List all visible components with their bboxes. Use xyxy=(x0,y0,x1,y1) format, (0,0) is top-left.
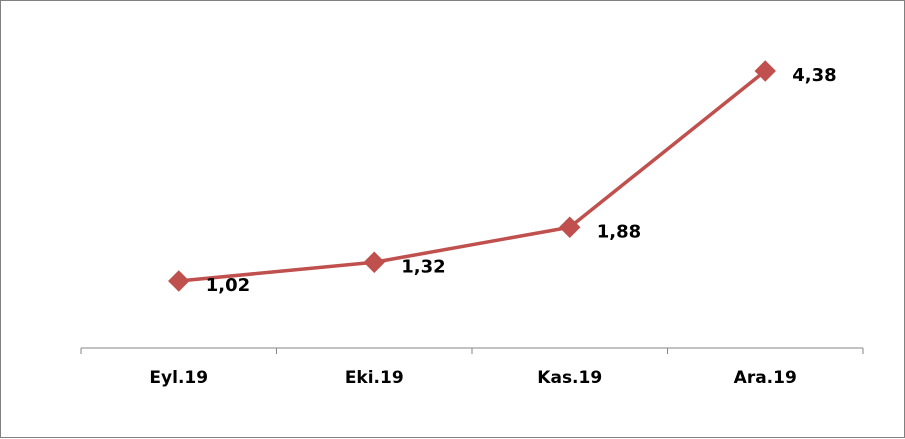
series-line xyxy=(177,69,767,283)
x-axis: Eyl.19 Eki.19 Kas.19 Ara.19 xyxy=(80,347,864,388)
data-label: 4,38 xyxy=(792,65,836,86)
data-labels: 1,02 1,32 1,88 4,38 xyxy=(206,65,837,296)
series-group xyxy=(168,60,776,292)
data-point-marker xyxy=(168,270,190,292)
x-tick-label: Eki.19 xyxy=(345,368,404,388)
x-tick-label: Eyl.19 xyxy=(149,368,208,388)
data-label: 1,02 xyxy=(206,275,250,296)
data-point-marker xyxy=(559,216,581,238)
data-point-marker xyxy=(363,251,385,273)
x-tick-label: Kas.19 xyxy=(537,368,602,388)
x-tick-label: Ara.19 xyxy=(734,368,797,388)
data-point-marker xyxy=(754,60,776,82)
data-label: 1,88 xyxy=(597,221,641,242)
data-label: 1,32 xyxy=(401,256,445,277)
